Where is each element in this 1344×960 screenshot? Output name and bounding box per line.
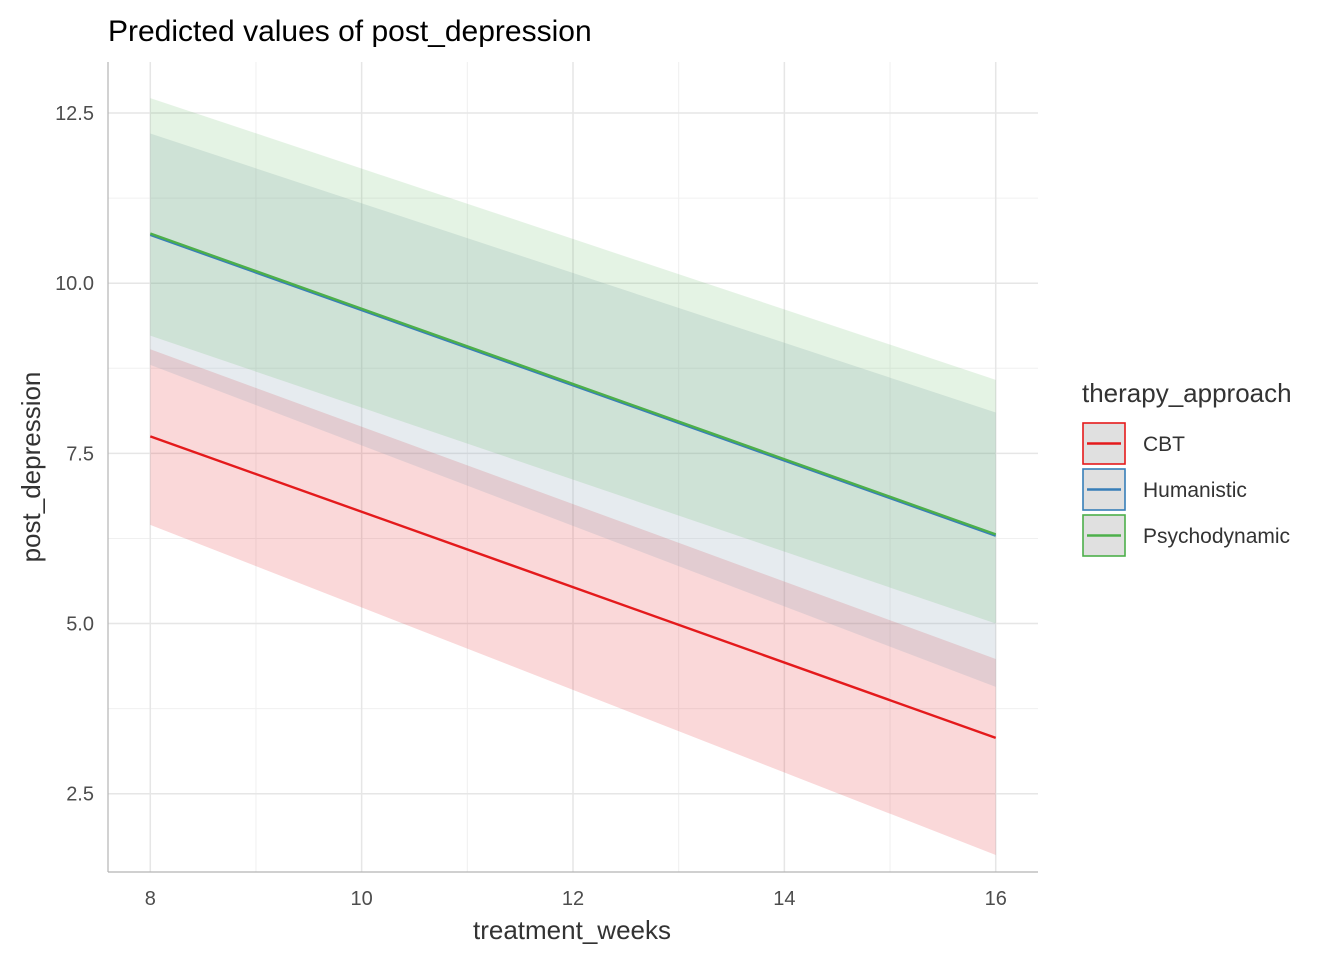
series-line-cbt bbox=[149, 435, 997, 740]
y-tick-label: 7.5 bbox=[66, 443, 94, 465]
x-tick-label: 16 bbox=[985, 888, 1007, 910]
y-tick-label: 12.5 bbox=[55, 103, 94, 125]
series-lines bbox=[149, 232, 997, 740]
x-tick-label: 10 bbox=[351, 888, 373, 910]
y-axis-ticks: 2.5 5.0 7.5 10.0 12.5 bbox=[55, 103, 94, 806]
legend-item-psychodynamic: Psychodynamic bbox=[1082, 514, 1290, 557]
x-tick-label: 12 bbox=[562, 888, 584, 910]
legend: therapy_approach CBT Humanistic Psychodyna… bbox=[1082, 378, 1292, 557]
confidence-band-cbt bbox=[150, 349, 996, 855]
legend-title: therapy_approach bbox=[1082, 378, 1292, 408]
y-tick-label: 5.0 bbox=[66, 614, 94, 636]
y-tick-label: 10.0 bbox=[55, 273, 94, 295]
legend-item-cbt: CBT bbox=[1082, 422, 1185, 465]
confidence-bands bbox=[150, 98, 996, 855]
legend-label-cbt: CBT bbox=[1143, 433, 1185, 456]
x-tick-label: 14 bbox=[773, 888, 795, 910]
legend-label-humanistic: Humanistic bbox=[1143, 479, 1247, 502]
legend-item-humanistic: Humanistic bbox=[1082, 468, 1247, 511]
series-line-psychodynamic bbox=[149, 232, 997, 536]
legend-label-psychodynamic: Psychodynamic bbox=[1143, 525, 1290, 548]
series-line-humanistic bbox=[149, 233, 997, 537]
x-tick-label: 8 bbox=[145, 888, 156, 910]
chart-title: Predicted values of post_depression bbox=[108, 15, 592, 48]
y-tick-label: 2.5 bbox=[66, 784, 94, 806]
x-axis-title: treatment_weeks bbox=[473, 915, 671, 945]
confidence-band-humanistic bbox=[150, 133, 996, 687]
confidence-band-psychodynamic bbox=[150, 98, 996, 624]
y-axis-title: post_depression bbox=[16, 372, 46, 563]
x-axis-ticks: 8 10 12 14 16 bbox=[145, 888, 1007, 910]
